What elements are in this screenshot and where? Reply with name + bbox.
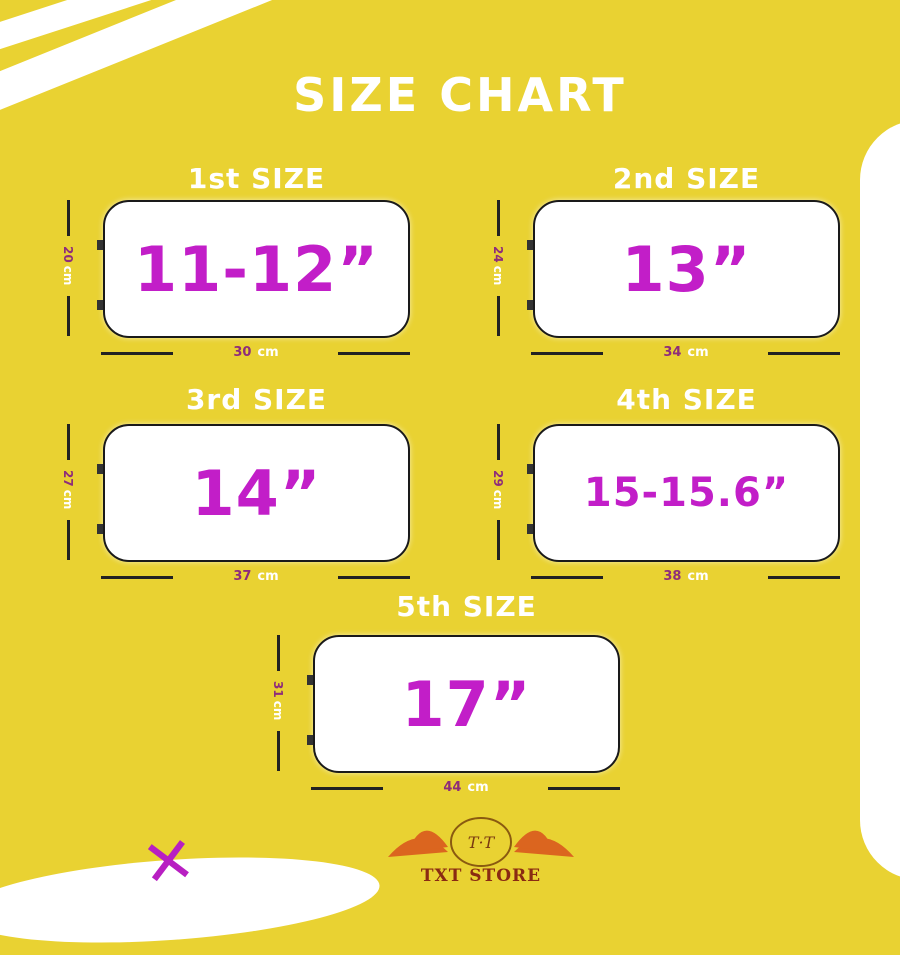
size-label: 4th SIZE <box>616 383 757 416</box>
page-title: SIZE CHART <box>293 68 627 122</box>
width-value: 30 <box>233 345 252 360</box>
width-value: 34 <box>663 345 682 360</box>
size-label: 3rd SIZE <box>185 383 328 416</box>
screen-size-value: 17” <box>401 667 532 741</box>
unit-label: cm <box>687 569 709 584</box>
width-label: 34 cm <box>626 345 746 360</box>
brush-stroke-right <box>860 120 900 880</box>
width-value: 44 <box>443 780 462 795</box>
width-dimension-line <box>101 576 173 579</box>
unit-label: cm <box>271 700 285 721</box>
width-label: 44 cm <box>406 780 526 795</box>
width-dimension-line <box>531 576 603 579</box>
zipper-pull-icon <box>527 240 533 250</box>
height-label: 31 cm <box>271 681 285 720</box>
zipper-pull-icon <box>97 524 103 534</box>
unit-label: cm <box>61 489 75 510</box>
zipper-pull-icon <box>307 675 313 685</box>
unit-label: cm <box>687 345 709 360</box>
lotus-logo-icon: T·T <box>388 817 574 867</box>
height-label: 24 cm <box>491 246 505 285</box>
laptop-sleeve-card: 15-15.6” <box>527 424 840 562</box>
unit-label: cm <box>467 780 489 795</box>
height-dimension-line <box>67 200 70 236</box>
size-label: 2nd SIZE <box>612 162 761 195</box>
height-value: 29 <box>491 470 505 487</box>
height-label: 20 cm <box>61 246 75 285</box>
height-dimension-line <box>497 424 500 460</box>
height-label: 29 cm <box>491 470 505 509</box>
height-value: 27 <box>61 470 75 487</box>
width-dimension-line <box>338 576 410 579</box>
screen-size-value: 11-12” <box>133 232 380 306</box>
width-dimension-line <box>531 352 603 355</box>
zipper-pull-icon <box>97 300 103 310</box>
zipper-pull-icon <box>307 735 313 745</box>
width-label: 37 cm <box>196 569 316 584</box>
height-value: 24 <box>491 246 505 263</box>
laptop-sleeve-card: 17” <box>307 635 620 773</box>
width-dimension-line <box>311 787 383 790</box>
width-label: 30 cm <box>196 345 316 360</box>
height-dimension-line <box>277 635 280 671</box>
height-dimension-line <box>67 296 70 336</box>
width-label: 38 cm <box>626 569 746 584</box>
screen-size-value: 14” <box>191 456 322 530</box>
unit-label: cm <box>61 265 75 286</box>
unit-label: cm <box>491 265 505 286</box>
height-label: 27 cm <box>61 470 75 509</box>
width-dimension-line <box>101 352 173 355</box>
size-label: 5th SIZE <box>396 590 537 623</box>
height-dimension-line <box>497 296 500 336</box>
zipper-pull-icon <box>527 464 533 474</box>
width-value: 37 <box>233 569 252 584</box>
width-value: 38 <box>663 569 682 584</box>
cross-mark-icon: ✕ <box>137 822 201 904</box>
unit-label: cm <box>491 489 505 510</box>
height-value: 31 <box>271 681 285 698</box>
laptop-sleeve-card: 14” <box>97 424 410 562</box>
unit-label: cm <box>257 345 279 360</box>
zipper-pull-icon <box>97 240 103 250</box>
screen-size-value: 15-15.6” <box>583 470 790 516</box>
height-dimension-line <box>67 520 70 560</box>
zipper-pull-icon <box>97 464 103 474</box>
size-label: 1st SIZE <box>187 162 326 195</box>
height-dimension-line <box>67 424 70 460</box>
brand-logo: T·T TXT STORE <box>378 812 584 888</box>
height-dimension-line <box>497 520 500 560</box>
height-dimension-line <box>277 731 280 771</box>
laptop-sleeve-card: 11-12” <box>97 200 410 338</box>
height-value: 20 <box>61 246 75 263</box>
width-dimension-line <box>768 576 840 579</box>
width-dimension-line <box>548 787 620 790</box>
unit-label: cm <box>257 569 279 584</box>
screen-size-value: 13” <box>621 232 752 306</box>
brand-name: TXT STORE <box>420 866 542 886</box>
height-dimension-line <box>497 200 500 236</box>
width-dimension-line <box>338 352 410 355</box>
zipper-pull-icon <box>527 300 533 310</box>
zipper-pull-icon <box>527 524 533 534</box>
laptop-sleeve-card: 13” <box>527 200 840 338</box>
brand-monogram: T·T <box>468 833 496 852</box>
width-dimension-line <box>768 352 840 355</box>
